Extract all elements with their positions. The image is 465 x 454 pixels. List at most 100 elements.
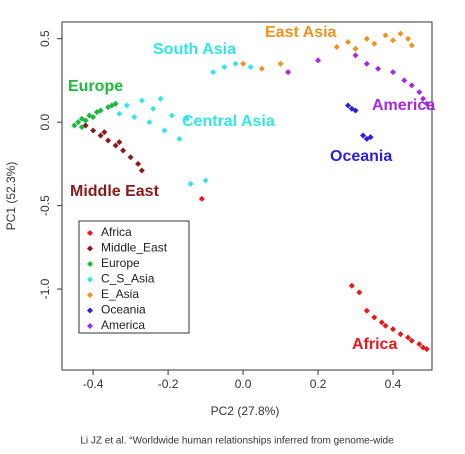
scatter-point <box>405 334 412 341</box>
scatter-point <box>420 95 427 102</box>
scatter-point <box>352 52 359 59</box>
scatter-point <box>360 132 367 139</box>
legend-marker <box>87 230 93 236</box>
scatter-point <box>408 337 415 344</box>
scatter-point <box>367 134 374 141</box>
scatter-point <box>405 35 412 42</box>
scatter-point <box>352 45 359 52</box>
scatter-point <box>333 44 340 51</box>
group-annotation: America <box>372 97 435 114</box>
scatter-point <box>397 331 404 338</box>
x-axis-label: PC2 (27.8%) <box>211 404 280 418</box>
scatter-point <box>371 40 378 47</box>
legend-label: E_Asia <box>101 287 139 301</box>
scatter-point <box>112 142 119 149</box>
scatter-point <box>210 69 217 76</box>
scatter-point <box>161 127 168 134</box>
scatter-point <box>352 107 359 114</box>
scatter-point <box>101 129 108 136</box>
scatter-point <box>82 117 89 124</box>
scatter-point <box>315 57 322 64</box>
scatter-point <box>390 326 397 333</box>
scatter-point <box>356 289 363 296</box>
scatter-point <box>112 100 119 107</box>
scatter-point <box>116 110 123 117</box>
x-tick-label: 0.4 <box>385 377 402 391</box>
group-annotation: South Asia <box>153 41 236 58</box>
scatter-point <box>123 102 130 109</box>
group-annotation: Africa <box>352 336 397 353</box>
scatter-point <box>258 65 265 72</box>
scatter-point <box>408 42 415 49</box>
scatter-point <box>416 89 423 96</box>
scatter-point <box>345 102 352 109</box>
y-tick-label: -0.5 <box>38 195 52 216</box>
scatter-point <box>390 37 397 44</box>
scatter-point <box>348 282 355 289</box>
scatter-point <box>75 119 82 126</box>
scatter-point <box>187 180 194 187</box>
legend-label: C_S_Asia <box>101 272 155 286</box>
legend-marker <box>87 276 93 283</box>
group-annotation: Oceania <box>330 148 392 165</box>
scatter-point <box>183 115 190 122</box>
legend-label: Middle_East <box>101 241 168 255</box>
scatter-point <box>345 39 352 46</box>
scatter-point <box>221 64 228 71</box>
scatter-point <box>382 322 389 329</box>
source-note: Li JZ et al. “Worldwide human relationsh… <box>80 436 394 447</box>
scatter-point <box>157 95 164 102</box>
legend-label: Oceania <box>101 303 146 317</box>
legend-marker <box>87 261 93 267</box>
scatter-point <box>363 307 370 314</box>
group-annotation: Central Asia <box>182 113 275 130</box>
plot-frame <box>61 21 433 371</box>
scatter-point <box>382 32 389 39</box>
y-tick-label: 0.5 <box>38 30 52 47</box>
scatter-point <box>138 97 145 104</box>
scatter-point <box>375 65 382 72</box>
scatter-point <box>127 154 134 161</box>
scatter-point <box>168 112 175 119</box>
y-tick-label: -1.0 <box>38 278 52 299</box>
legend-marker <box>87 307 93 314</box>
legend-label: Europe <box>101 256 140 270</box>
scatter-point <box>401 77 408 84</box>
scatter-point <box>277 60 284 67</box>
scatter-point <box>397 30 404 37</box>
scatter-point <box>176 135 183 142</box>
legend-box <box>78 220 190 334</box>
legend-marker <box>87 292 93 298</box>
scatter-point <box>247 64 254 71</box>
group-annotation: Europe <box>68 78 123 95</box>
legend-marker <box>87 323 93 329</box>
scatter-point <box>71 122 78 129</box>
x-tick-label: 0.0 <box>235 377 252 391</box>
scatter-point <box>105 137 112 144</box>
group-annotation: Middle East <box>70 183 160 200</box>
scatter-point <box>202 177 209 184</box>
group-annotation: East Asia <box>265 24 337 41</box>
y-tick-label: 0.0 <box>38 113 52 130</box>
scatter-point <box>90 114 97 121</box>
legend-label: Africa <box>101 225 132 239</box>
scatter-point <box>408 82 415 89</box>
x-tick-label: -0.2 <box>158 377 179 391</box>
scatter-point <box>116 139 123 146</box>
legend-label: America <box>101 318 145 332</box>
scatter-point <box>146 119 153 126</box>
scatter-point <box>423 346 430 353</box>
scatter-point <box>97 107 104 114</box>
scatter-point <box>378 319 385 326</box>
scatter-point <box>198 195 205 202</box>
scatter-point <box>240 60 247 67</box>
scatter-point <box>416 341 423 348</box>
x-tick-label: -0.4 <box>83 377 104 391</box>
scatter-point <box>97 132 104 139</box>
scatter-point <box>90 127 97 134</box>
scatter-point <box>120 147 127 154</box>
legend-marker <box>87 245 93 252</box>
scatter-point <box>390 69 397 76</box>
scatter-point <box>371 314 378 321</box>
